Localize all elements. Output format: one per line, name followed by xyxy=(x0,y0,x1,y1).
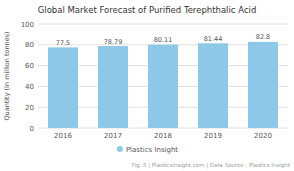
bar xyxy=(48,47,78,128)
x-tick-label: 2018 xyxy=(154,132,172,140)
legend-marker xyxy=(117,146,123,152)
y-tick-label: 40 xyxy=(25,83,34,91)
y-tick-label: 20 xyxy=(25,104,34,112)
y-tick-label: 80 xyxy=(25,41,34,49)
chart-svg: Global Market Forecast of Purified Terep… xyxy=(0,0,294,171)
data-label: 77.5 xyxy=(56,39,70,47)
x-tick-label: 2019 xyxy=(204,132,222,140)
y-axis-label: Quantity (In million tonnes) xyxy=(3,31,11,120)
legend: Plastics Insight xyxy=(117,146,178,154)
footnote: Fig. 5 | Plasticsinsight.com | Data Sour… xyxy=(132,162,291,169)
legend-label: Plastics Insight xyxy=(126,146,178,154)
bar xyxy=(198,43,228,128)
chart-title: Global Market Forecast of Purified Terep… xyxy=(38,5,257,15)
x-tick-label: 2020 xyxy=(254,132,272,140)
y-tick-label: 100 xyxy=(21,21,34,29)
bar xyxy=(248,42,278,128)
chart-container: Global Market Forecast of Purified Terep… xyxy=(0,0,294,171)
data-label: 80.11 xyxy=(154,36,173,44)
grid-line xyxy=(38,24,288,25)
grid xyxy=(38,24,288,128)
y-tick-label: 0 xyxy=(30,125,34,133)
bar xyxy=(148,45,178,128)
bar xyxy=(98,46,128,128)
x-tick-label: 2016 xyxy=(54,132,72,140)
data-label: 78.79 xyxy=(104,38,123,46)
bars xyxy=(48,42,278,128)
data-label: 82.8 xyxy=(256,33,270,41)
x-tick-label: 2017 xyxy=(104,132,122,140)
data-label: 81.44 xyxy=(204,35,223,43)
y-tick-label: 60 xyxy=(25,62,34,70)
